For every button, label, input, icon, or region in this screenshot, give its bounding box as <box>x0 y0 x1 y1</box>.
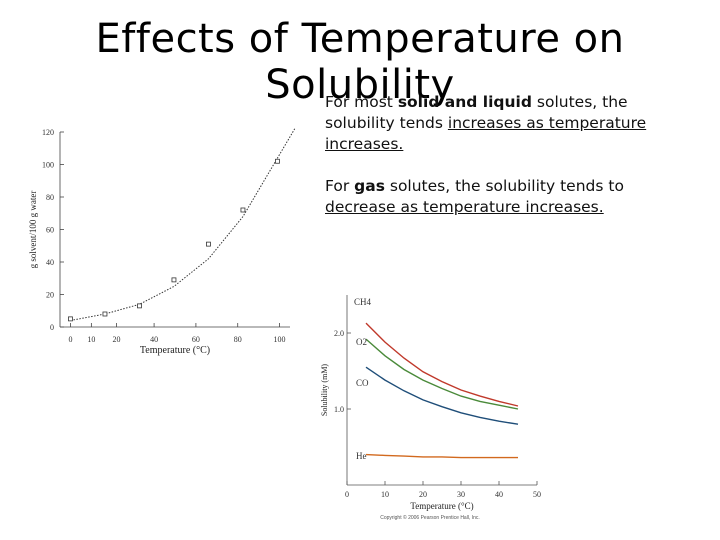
data-point <box>171 277 177 283</box>
x-axis-label: Temperature (°C) <box>410 501 473 511</box>
series-line-co <box>365 366 519 425</box>
series-label-he: He <box>356 451 367 461</box>
x-tick-label: 60 <box>192 335 200 344</box>
y-tick-label: 60 <box>46 226 54 235</box>
y-tick-label: 80 <box>46 193 54 202</box>
p2-underlined: decrease as temperature increases. <box>325 198 604 216</box>
paragraph-solids: For most solid and liquid solutes, the s… <box>325 92 655 155</box>
series-label-o2: O2 <box>356 337 367 347</box>
paragraph-gases: For gas solutes, the solubility tends to… <box>325 176 655 218</box>
p1-mid: solutes, the solubility tends <box>325 93 628 132</box>
p2-bold: gas <box>354 177 385 195</box>
p1-bold: solid and liquid <box>397 93 532 111</box>
x-tick-label: 80 <box>234 335 242 344</box>
title-line-1: Effects of Temperature on <box>95 16 625 62</box>
data-point <box>240 207 246 213</box>
y-tick-label: 20 <box>46 291 54 300</box>
y-tick-label: 100 <box>42 161 54 170</box>
p1-underlined: increases as temperature increases. <box>325 114 647 153</box>
x-tick-label: 20 <box>419 490 427 499</box>
y-tick-label: 0 <box>50 323 54 332</box>
x-axis-label: Temperature (°C) <box>140 345 210 356</box>
series-line-he <box>365 453 518 459</box>
p2-prefix: For <box>325 177 355 195</box>
p2-mid: solutes, the solubility tends to <box>384 177 624 195</box>
y-tick-label: 2.0 <box>334 329 344 338</box>
chart-background <box>318 293 540 523</box>
x-tick-label: 40 <box>495 490 503 499</box>
x-tick-label: 10 <box>381 490 389 499</box>
x-tick-label: 0 <box>68 335 72 344</box>
series-line-o2 <box>365 338 519 410</box>
data-point <box>206 241 211 247</box>
copyright-note: Copyright © 2006 Pearson Prentice Hall, … <box>380 514 480 521</box>
solubility-curve <box>70 128 296 321</box>
p1-prefix: For most <box>325 93 398 111</box>
data-point <box>137 303 142 309</box>
x-tick-label: 0 <box>345 490 349 499</box>
x-tick-label: 20 <box>112 335 120 344</box>
series-label-ch4: CH4 <box>354 297 372 307</box>
data-point <box>102 311 108 317</box>
y-tick-label: 120 <box>42 128 54 137</box>
series-label-co: CO <box>356 378 369 388</box>
y-tick-label: 40 <box>46 258 54 267</box>
x-tick-label: 30 <box>457 490 465 499</box>
y-axis-label: Solubility (mM) <box>320 364 329 417</box>
title-line-2: Solubility <box>265 62 455 108</box>
slide-title: Effects of Temperature on Solubility <box>60 16 660 108</box>
x-tick-label: 10 <box>87 335 95 344</box>
data-point <box>68 316 73 322</box>
x-tick-label: 100 <box>274 335 286 344</box>
y-tick-label: 1.0 <box>334 405 344 414</box>
series-line-ch4 <box>365 322 519 407</box>
data-point <box>275 158 280 164</box>
x-tick-label: 40 <box>150 335 158 344</box>
y-axis-label: g solvent/100 g water <box>28 191 38 269</box>
x-tick-label: 50 <box>533 490 541 499</box>
body-text: For most solid and liquid solutes, the s… <box>325 92 655 239</box>
